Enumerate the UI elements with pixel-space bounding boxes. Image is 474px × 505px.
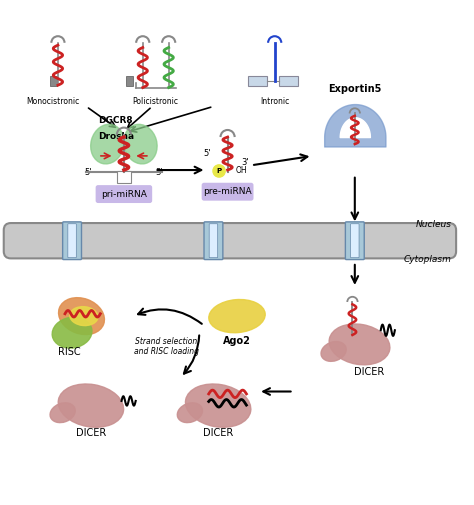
Ellipse shape: [321, 341, 346, 362]
Ellipse shape: [329, 324, 390, 365]
FancyBboxPatch shape: [96, 185, 152, 203]
Ellipse shape: [124, 124, 157, 164]
Ellipse shape: [209, 299, 265, 333]
Text: OH: OH: [236, 166, 248, 175]
Text: Cytoplasm: Cytoplasm: [403, 255, 451, 264]
Text: Ago2: Ago2: [223, 336, 251, 346]
Circle shape: [213, 165, 225, 177]
Text: 3': 3': [155, 168, 163, 177]
Ellipse shape: [58, 384, 124, 427]
FancyBboxPatch shape: [4, 223, 456, 259]
Text: Strand selection
and RISC loading: Strand selection and RISC loading: [134, 337, 199, 357]
Text: RISC: RISC: [58, 347, 81, 357]
Ellipse shape: [177, 403, 202, 423]
FancyBboxPatch shape: [117, 172, 130, 183]
Text: Exportin5: Exportin5: [328, 84, 382, 94]
Ellipse shape: [185, 384, 251, 427]
FancyBboxPatch shape: [248, 76, 267, 86]
Text: Nucleus: Nucleus: [415, 220, 451, 229]
Text: DICER: DICER: [76, 428, 106, 438]
Text: 5': 5': [203, 149, 211, 158]
FancyBboxPatch shape: [126, 76, 133, 86]
Ellipse shape: [91, 124, 124, 164]
Text: 3': 3': [242, 159, 249, 167]
Text: pri-miRNA: pri-miRNA: [101, 189, 147, 198]
Text: Intronic: Intronic: [260, 97, 289, 106]
Ellipse shape: [52, 317, 92, 348]
Text: DGCR8: DGCR8: [98, 116, 133, 125]
Text: 5': 5': [85, 168, 92, 177]
FancyBboxPatch shape: [201, 183, 254, 200]
Ellipse shape: [50, 403, 75, 423]
Text: pre-miRNA: pre-miRNA: [203, 187, 252, 196]
Ellipse shape: [70, 307, 98, 326]
FancyBboxPatch shape: [204, 222, 223, 260]
Text: DICER: DICER: [354, 367, 384, 377]
Text: P: P: [217, 168, 222, 174]
Text: Drosha: Drosha: [98, 132, 134, 141]
FancyBboxPatch shape: [209, 224, 218, 258]
Ellipse shape: [59, 297, 104, 335]
Text: DICER: DICER: [203, 428, 233, 438]
FancyBboxPatch shape: [346, 222, 364, 260]
FancyBboxPatch shape: [279, 76, 298, 86]
FancyBboxPatch shape: [351, 224, 359, 258]
FancyBboxPatch shape: [68, 224, 76, 258]
Text: Policistronic: Policistronic: [132, 97, 179, 106]
FancyBboxPatch shape: [50, 76, 57, 86]
Text: Monocistronic: Monocistronic: [27, 97, 80, 106]
FancyBboxPatch shape: [63, 222, 82, 260]
